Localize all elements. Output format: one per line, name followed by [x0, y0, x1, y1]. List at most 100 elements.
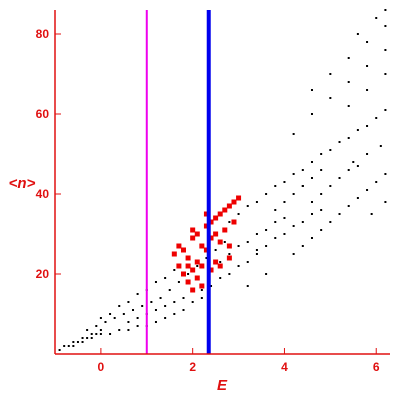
data-point	[219, 261, 222, 263]
data-point	[283, 181, 286, 183]
data-point	[237, 213, 240, 215]
data-point	[384, 25, 387, 27]
data-point	[301, 245, 304, 247]
data-point	[338, 141, 341, 143]
vertical-lines	[145, 10, 211, 354]
x-tick-label: 2	[189, 360, 196, 374]
data-point	[99, 333, 102, 335]
data-point	[384, 173, 387, 175]
data-point	[177, 281, 180, 283]
data-point	[246, 285, 249, 287]
data-point	[176, 243, 182, 249]
data-point	[164, 305, 167, 307]
data-point	[190, 227, 196, 233]
y-tick-label: 60	[36, 107, 50, 121]
data-point	[310, 113, 313, 115]
data-point	[347, 57, 350, 59]
data-point	[274, 237, 277, 239]
data-point	[63, 345, 66, 347]
y-axis-title: <n>	[9, 175, 36, 192]
data-point	[366, 125, 369, 127]
data-point	[356, 33, 359, 35]
data-point	[187, 273, 190, 275]
data-point	[127, 329, 130, 331]
data-point	[246, 241, 249, 243]
data-point	[301, 185, 304, 187]
data-point	[154, 281, 157, 283]
data-point	[283, 201, 286, 203]
data-point	[366, 89, 369, 91]
data-point	[347, 105, 350, 107]
data-point	[194, 259, 200, 265]
data-point	[320, 193, 323, 195]
data-point	[213, 231, 219, 237]
data-point	[246, 205, 249, 207]
data-point	[208, 219, 214, 225]
data-point	[226, 243, 232, 249]
data-point	[200, 289, 203, 291]
data-point	[199, 283, 205, 289]
data-point	[95, 325, 98, 327]
data-point	[237, 265, 240, 267]
data-point	[72, 345, 75, 347]
data-point	[329, 97, 332, 99]
data-point	[196, 265, 199, 267]
data-point	[265, 245, 268, 247]
data-point	[384, 201, 387, 203]
data-point	[176, 263, 182, 269]
red-point-series	[171, 195, 242, 293]
data-point	[237, 245, 240, 247]
data-point	[320, 229, 323, 231]
data-point	[173, 313, 176, 315]
data-point	[104, 321, 107, 323]
data-point	[379, 145, 382, 147]
data-point	[310, 89, 313, 91]
data-point	[173, 269, 176, 271]
x-tick-label: 4	[281, 360, 288, 374]
data-point	[384, 49, 387, 51]
data-point	[265, 229, 268, 231]
data-point	[228, 253, 231, 255]
data-point	[228, 221, 231, 223]
data-point	[180, 271, 186, 277]
data-point	[86, 329, 89, 331]
data-point	[81, 337, 84, 339]
data-point	[127, 321, 130, 323]
data-point	[90, 337, 93, 339]
data-point	[310, 177, 313, 179]
data-point	[338, 177, 341, 179]
data-point	[231, 199, 237, 205]
data-point	[356, 165, 359, 167]
data-point	[283, 233, 286, 235]
data-point	[185, 279, 191, 285]
data-point	[213, 215, 219, 221]
data-point	[375, 117, 378, 119]
data-point	[190, 287, 196, 293]
data-point	[185, 255, 191, 261]
data-point	[136, 293, 139, 295]
data-point	[222, 207, 228, 213]
data-point	[329, 221, 332, 223]
data-point	[164, 277, 167, 279]
data-point	[366, 153, 369, 155]
y-tick-label: 40	[36, 187, 50, 201]
data-point	[109, 333, 112, 335]
data-point	[81, 341, 84, 343]
data-point	[375, 17, 378, 19]
data-point	[255, 249, 258, 251]
data-point	[164, 317, 167, 319]
data-point	[168, 289, 171, 291]
data-point	[86, 337, 89, 339]
data-point	[320, 153, 323, 155]
data-point	[90, 333, 93, 335]
data-point	[356, 129, 359, 131]
data-point	[217, 239, 223, 245]
data-point	[122, 313, 125, 315]
data-point	[185, 263, 191, 269]
data-point	[274, 209, 277, 211]
data-point	[375, 181, 378, 183]
data-point	[292, 133, 295, 135]
data-point	[67, 345, 70, 347]
data-point	[136, 317, 139, 319]
